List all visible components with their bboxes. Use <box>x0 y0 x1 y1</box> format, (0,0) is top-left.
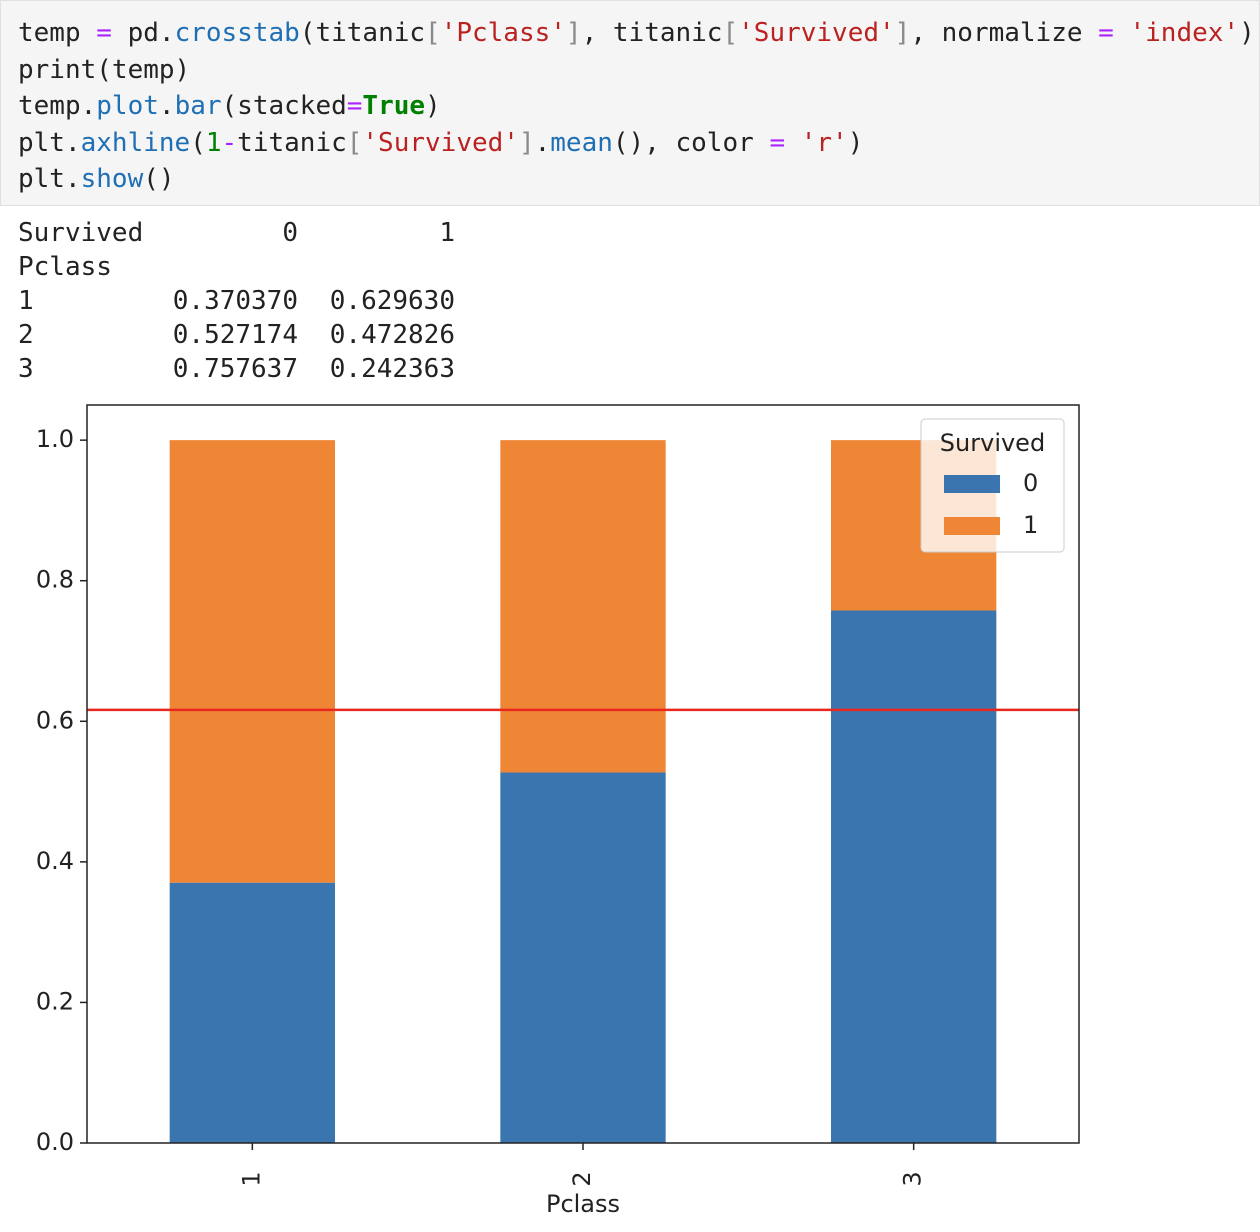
row-index: 2 <box>18 320 34 350</box>
bar-segment <box>831 610 997 1143</box>
cell-value: 0.472826 <box>329 320 455 350</box>
legend-title: Survived <box>940 429 1045 457</box>
x-axis-label: Pclass <box>546 1190 620 1218</box>
y-tick-label: 0.0 <box>36 1128 74 1156</box>
legend-swatch <box>944 517 1000 535</box>
row-index: 1 <box>18 286 34 316</box>
axes-frame <box>86 404 1080 1144</box>
cell-value: 0.370370 <box>172 286 298 316</box>
cell-value: 0.242363 <box>329 354 455 384</box>
x-tick-label: 3 <box>899 1171 927 1186</box>
column-header: 0 <box>282 218 298 248</box>
legend-label: 1 <box>1023 511 1038 539</box>
cell-value: 0.527174 <box>172 320 298 350</box>
index-name: Pclass <box>18 252 112 282</box>
y-tick-label: 0.6 <box>36 706 74 734</box>
x-tick-label: 2 <box>568 1171 596 1186</box>
code-line: print(temp) <box>18 54 191 85</box>
code-line: plt.axhline(1-titanic['Survived'].mean()… <box>18 127 864 158</box>
y-tick-label: 0.4 <box>36 847 74 875</box>
row-index: 3 <box>18 354 34 384</box>
column-header: 1 <box>439 218 455 248</box>
code-line: temp = pd.crosstab(titanic['Pclass'], ti… <box>18 18 1255 48</box>
code-line: temp.plot.bar(stacked=True) <box>18 91 441 121</box>
y-tick-label: 1.0 <box>36 425 74 453</box>
code-line: plt.show() <box>18 164 175 194</box>
column-name: Survived <box>18 218 144 248</box>
y-tick-label: 0.2 <box>36 987 74 1015</box>
x-tick-label: 1 <box>237 1171 265 1186</box>
bar-segment <box>500 440 666 773</box>
cell-value: 0.629630 <box>329 286 455 316</box>
y-tick-label: 0.8 <box>36 566 74 594</box>
bar-segment <box>169 440 335 883</box>
legend-swatch <box>944 475 1000 493</box>
bar-segment <box>169 882 335 1143</box>
legend-label: 0 <box>1023 469 1038 497</box>
cell-value: 0.757637 <box>172 354 298 384</box>
bar-segment <box>500 772 666 1143</box>
code-cell: temp = pd.crosstab(titanic['Pclass'], ti… <box>0 0 1260 206</box>
